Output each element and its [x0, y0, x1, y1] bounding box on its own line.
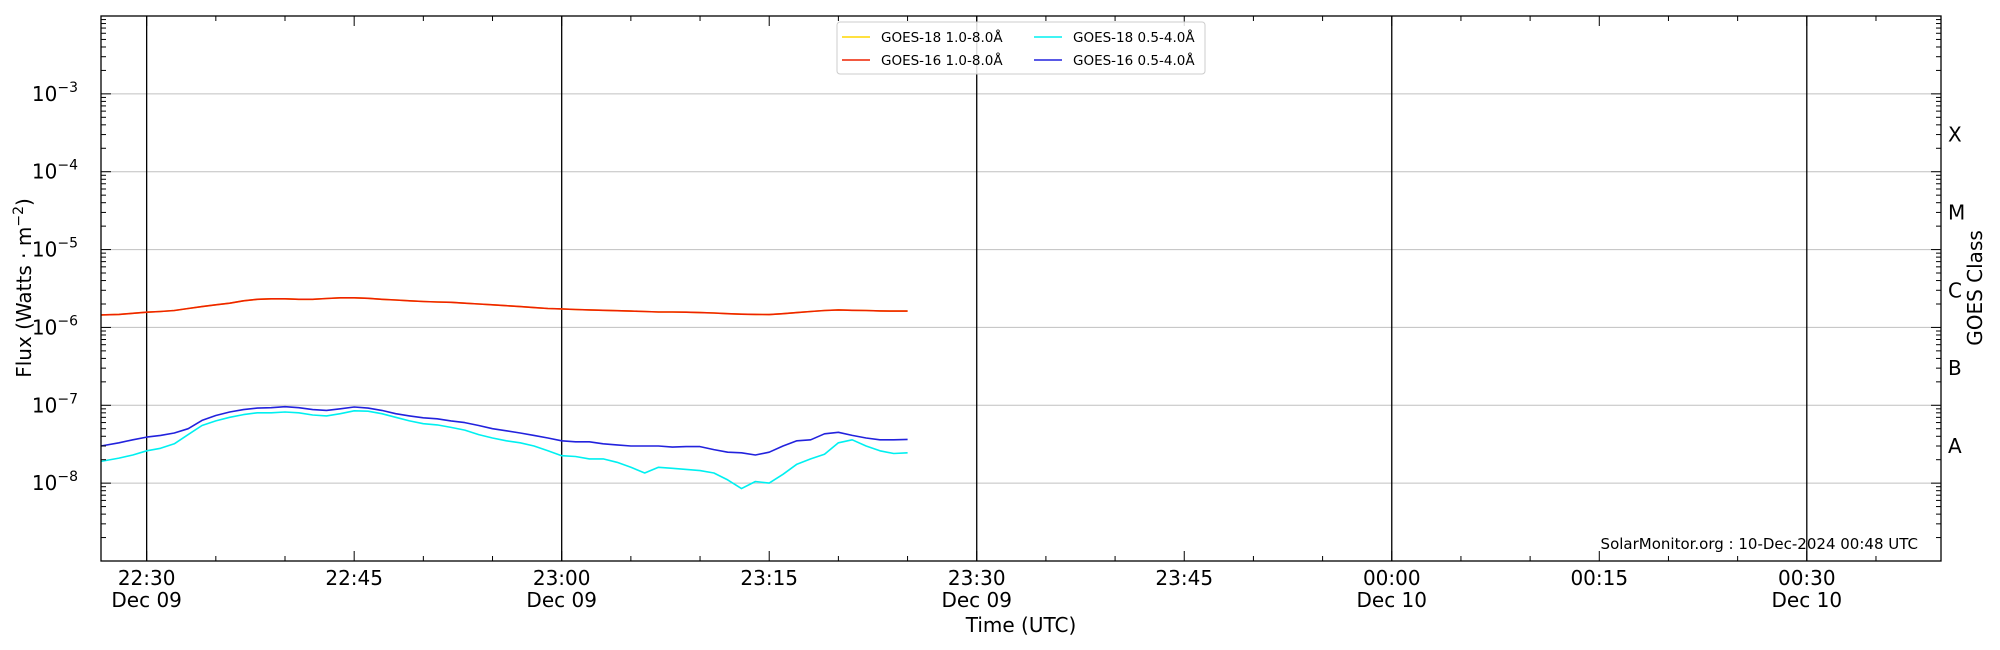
- legend-box: [836, 21, 1206, 75]
- x-tick-label-time: 00:00: [1363, 566, 1421, 590]
- y-tick-label: 10−5: [32, 236, 78, 262]
- y-tick-label-exponent: −3: [57, 80, 78, 96]
- credit-text: SolarMonitor.org : 10-Dec-2024 00:48 UTC: [1601, 535, 1918, 553]
- series-goes16-05-4: [100, 405, 908, 456]
- x-axis-title: Time (UTC): [965, 613, 1077, 637]
- x-tick-label-time: 22:30: [118, 566, 176, 590]
- y2-axis-title: GOES Class: [1963, 230, 1987, 346]
- y-tick-label-base: 10: [32, 315, 57, 339]
- x-tick-label-date: Dec 10: [1357, 588, 1428, 612]
- y-tick-label-base: 10: [32, 471, 57, 495]
- x-tick-label-time: 23:15: [740, 566, 798, 590]
- y-axis-title-close: ): [12, 198, 36, 206]
- x-tick-label-time: 23:45: [1155, 566, 1213, 590]
- y-tick-label-exponent: −5: [57, 236, 78, 252]
- plot-frame: [100, 15, 1942, 562]
- goes-class-label: X: [1948, 123, 1962, 147]
- y-axis-title-main: Flux (Watts · m: [12, 227, 36, 378]
- y-tick-label: 10−7: [32, 391, 78, 417]
- y-tick-label-exponent: −7: [57, 391, 78, 407]
- legend-label-goes16-long: GOES-16 1.0-8.0Å: [881, 52, 1003, 69]
- x-tick-label-time: 23:00: [533, 566, 591, 590]
- goes-class-label: C: [1948, 278, 1962, 302]
- goes-class-label: A: [1948, 434, 1962, 458]
- y-tick-label-exponent: −4: [57, 158, 78, 174]
- y-tick-label: 10−8: [32, 469, 78, 495]
- y-tick-label: 10−6: [32, 313, 78, 339]
- legend-label-goes16-short: GOES-16 0.5-4.0Å: [1073, 52, 1195, 69]
- x-tick-label-time: 00:15: [1570, 566, 1628, 590]
- series-layer: [100, 296, 908, 490]
- grid-layer: [101, 93, 1941, 484]
- y-tick-label-base: 10: [32, 160, 57, 184]
- x-tick-label-time: 22:45: [325, 566, 383, 590]
- x-tick-label-date: Dec 09: [111, 588, 182, 612]
- goes-class-label: B: [1948, 356, 1962, 380]
- x-tick-label-date: Dec 09: [941, 588, 1012, 612]
- y-tick-label-exponent: −8: [57, 469, 78, 485]
- x-tick-label-time: 23:30: [948, 566, 1006, 590]
- series-goes16-1-8: [100, 296, 908, 316]
- x-tick-label-date: Dec 10: [1772, 588, 1843, 612]
- y-tick-label-base: 10: [32, 82, 57, 106]
- y-tick-label: 10−4: [32, 158, 78, 184]
- tick-layer: [101, 16, 1941, 562]
- legend-label-goes18-long: GOES-18 1.0-8.0Å: [881, 29, 1003, 46]
- x-tick-label-time: 00:30: [1778, 566, 1836, 590]
- legend: GOES-18 1.0-8.0Å GOES-16 1.0-8.0Å GOES-1…: [836, 21, 1206, 75]
- y-axis-title-exponent: −2: [11, 206, 27, 227]
- vertical-day-lines: [146, 16, 1808, 561]
- y-axis-title: Flux (Watts · m−2): [11, 198, 36, 378]
- legend-label-goes18-short: GOES-18 0.5-4.0Å: [1073, 29, 1195, 46]
- y-tick-label: 10−3: [32, 80, 78, 106]
- goes-class-label: M: [1948, 200, 1965, 224]
- y-tick-label-exponent: −6: [57, 313, 78, 329]
- x-tick-label-date: Dec 09: [526, 588, 597, 612]
- series-goes18-05-4: [100, 409, 908, 490]
- y-tick-label-base: 10: [32, 238, 57, 262]
- y-tick-label-base: 10: [32, 393, 57, 417]
